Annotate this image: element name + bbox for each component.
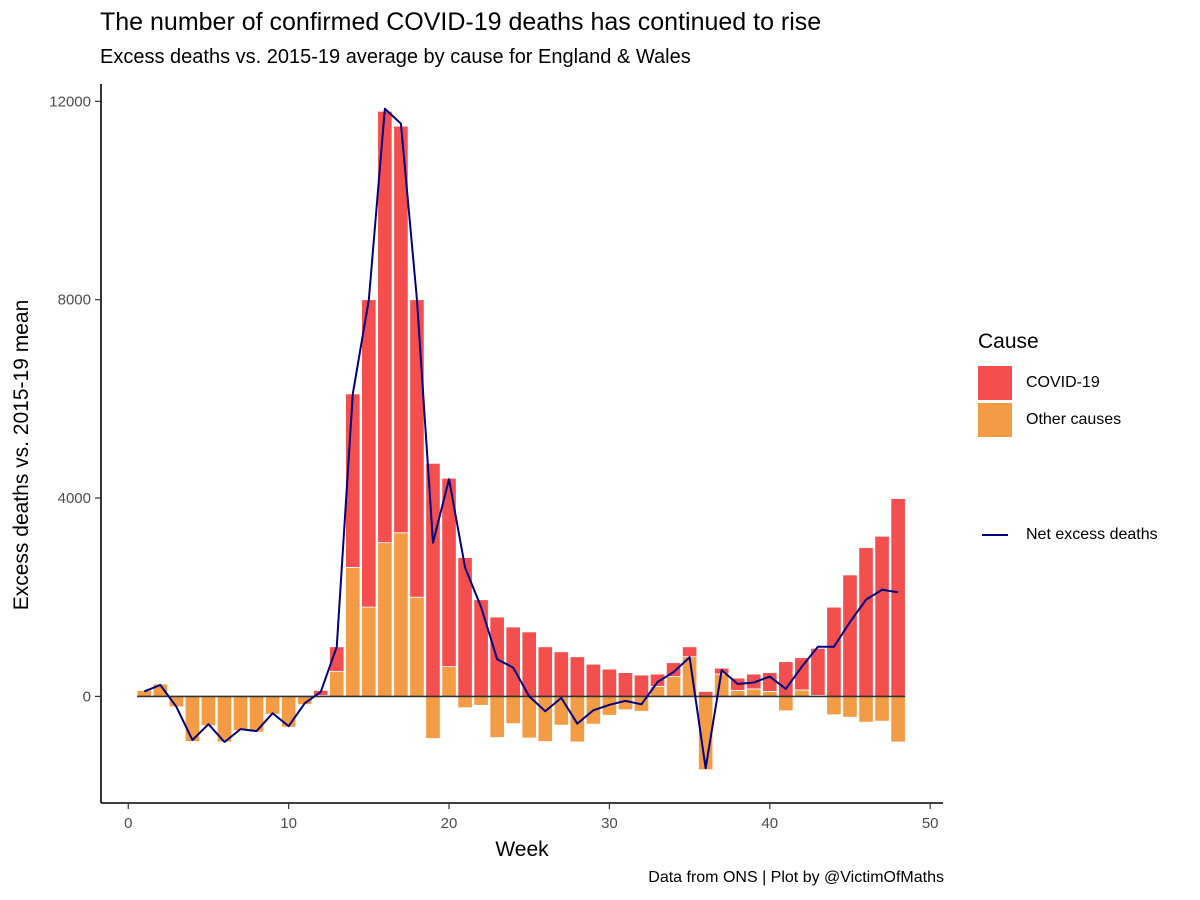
net-line-layer — [143, 107, 899, 770]
bar-covid-w46 — [858, 547, 874, 697]
bar-other-w34 — [665, 676, 682, 697]
bar-covid-w26 — [537, 646, 553, 697]
legend-label-covid: COVID-19 — [1026, 374, 1100, 391]
y-tick-label-12000: 12000 — [49, 93, 91, 110]
x-tick-label-40: 40 — [761, 815, 778, 832]
bar-other-w26 — [537, 695, 553, 742]
bar-covid-w35 — [681, 646, 698, 658]
x-tick-label-20: 20 — [441, 815, 458, 832]
legend-label-net: Net excess deaths — [1026, 526, 1158, 543]
bar-other-w21 — [457, 695, 473, 709]
chart-caption: Data from ONS | Plot by @VictimOfMaths — [648, 869, 944, 886]
bar-other-w24 — [505, 695, 521, 725]
bar-other-w15 — [361, 606, 377, 697]
chart-title: The number of confirmed COVID-19 deaths … — [100, 8, 822, 36]
bar-other-w46 — [858, 695, 874, 723]
bar-covid-w48 — [890, 498, 906, 697]
y-tick-label-4000: 4000 — [58, 490, 91, 507]
bar-other-w23 — [489, 695, 505, 738]
bar-covid-w18 — [409, 299, 425, 598]
legend-item-covid: COVID-19 — [978, 366, 1100, 400]
bar-other-w25 — [521, 695, 537, 739]
legend-line-key — [978, 518, 1012, 552]
bar-covid-w19 — [425, 462, 441, 697]
bar-covid-w40 — [762, 672, 778, 692]
bar-covid-w42 — [794, 657, 810, 691]
bar-covid-w47 — [874, 535, 890, 697]
bar-covid-w28 — [569, 656, 585, 697]
bar-covid-w22 — [473, 599, 489, 697]
bar-covid-w45 — [842, 574, 858, 697]
legend-swatch-other — [978, 403, 1012, 437]
bar-other-w5 — [200, 695, 217, 727]
bar-other-w13 — [329, 671, 345, 697]
bar-other-w44 — [826, 695, 842, 716]
bar-covid-w15 — [361, 299, 377, 608]
bar-covid-w32 — [633, 674, 650, 697]
bar-covid-w43 — [810, 647, 826, 696]
bar-other-w48 — [890, 695, 906, 743]
bar-other-w38 — [730, 690, 746, 697]
bar-other-w9 — [264, 695, 281, 715]
bar-covid-w30 — [601, 668, 618, 697]
bar-covid-w44 — [826, 606, 842, 697]
bar-other-w7 — [232, 695, 249, 732]
legend-item-net: Net excess deaths — [978, 518, 1158, 552]
net-excess-line — [143, 107, 899, 770]
axes-layer — [100, 84, 943, 804]
bar-other-w41 — [778, 695, 794, 712]
legend-item-other: Other causes — [978, 403, 1121, 437]
x-tick-label-50: 50 — [922, 815, 939, 832]
bar-covid-w27 — [553, 651, 569, 697]
bar-other-w18 — [409, 596, 425, 697]
legend-swatch-covid — [978, 366, 1012, 400]
bars-layer — [136, 110, 906, 771]
y-tick-label-8000: 8000 — [58, 292, 91, 309]
ticks-layer: 0 10 20 30 40 50 0 4000 8000 12000 — [49, 93, 938, 832]
y-tick-label-0: 0 — [83, 688, 91, 705]
chart-subtitle: Excess deaths vs. 2015-19 average by cau… — [100, 46, 691, 68]
bar-other-w37 — [714, 673, 730, 697]
legend-label-other: Other causes — [1026, 411, 1122, 428]
bar-other-w16 — [377, 542, 393, 697]
x-tick-label-30: 30 — [601, 815, 618, 832]
bar-covid-w31 — [617, 672, 634, 697]
bar-covid-w29 — [585, 663, 601, 697]
bar-other-w45 — [842, 695, 858, 718]
bar-other-w22 — [473, 695, 489, 706]
bar-other-w42 — [794, 689, 810, 697]
y-axis-title: Excess deaths vs. 2015-19 mean — [10, 300, 33, 611]
bar-covid-w24 — [505, 626, 521, 697]
bar-other-w17 — [393, 532, 409, 697]
bar-covid-w41 — [778, 661, 794, 697]
bar-covid-w33 — [649, 673, 666, 687]
bar-other-w19 — [425, 695, 441, 739]
bar-other-w27 — [553, 695, 569, 726]
bar-covid-w34 — [665, 662, 682, 677]
x-tick-label-10: 10 — [280, 815, 297, 832]
x-tick-label-0: 0 — [124, 815, 132, 832]
bar-other-w47 — [874, 695, 890, 722]
legend-title: Cause — [978, 330, 1039, 353]
bar-other-w39 — [746, 688, 762, 697]
bar-other-w14 — [345, 567, 361, 697]
x-axis-title: Week — [495, 838, 549, 861]
bar-other-w20 — [441, 666, 457, 697]
